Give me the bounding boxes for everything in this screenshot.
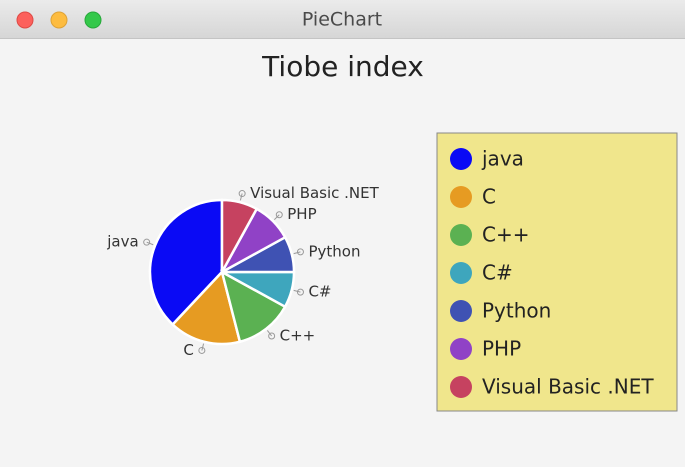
slice-label: java xyxy=(106,233,138,251)
legend-label: java xyxy=(481,147,524,171)
pie-slice xyxy=(148,198,224,327)
label-marker xyxy=(268,332,276,340)
label-line xyxy=(239,193,243,201)
pie-slice xyxy=(220,198,259,273)
legend-swatch xyxy=(450,262,472,284)
slice-label: C# xyxy=(308,283,331,301)
slice-label: PHP xyxy=(287,205,316,223)
slice-label: Python xyxy=(308,242,360,260)
legend-label: C# xyxy=(482,261,513,285)
legend-label: C++ xyxy=(482,223,529,247)
window-title: PieChart xyxy=(302,9,382,31)
legend-swatch xyxy=(450,338,472,360)
title-bar xyxy=(0,0,685,38)
label-marker xyxy=(198,346,206,354)
label-line xyxy=(201,343,205,351)
pie-slice xyxy=(170,269,242,346)
legend-swatch xyxy=(450,300,472,322)
legend-label: Python xyxy=(482,299,551,323)
legend-swatch xyxy=(450,186,472,208)
minimize-button[interactable] xyxy=(50,11,68,29)
label-line xyxy=(293,251,301,255)
legend-label: Visual Basic .NET xyxy=(482,375,654,399)
pie: java C C++ C# Python PHP Visual Basic .NET xyxy=(106,184,379,359)
label-marker xyxy=(296,288,304,296)
close-button[interactable] xyxy=(16,11,34,29)
label-line xyxy=(266,330,273,337)
label-marker xyxy=(296,248,304,256)
legend: java C C++ C# Python PHP Visual Basic .NET xyxy=(450,147,654,399)
chart-title: Tiobe index xyxy=(261,50,424,83)
slice-label: Visual Basic .NET xyxy=(250,184,379,202)
label-marker xyxy=(275,211,283,219)
label-marker xyxy=(238,190,246,198)
label-line xyxy=(293,289,301,293)
slice-label: C++ xyxy=(280,327,316,345)
label-marker xyxy=(143,238,151,246)
legend-label: PHP xyxy=(482,337,521,361)
zoom-button[interactable] xyxy=(84,11,102,29)
legend-swatch xyxy=(450,148,472,170)
legend-swatch xyxy=(450,224,472,246)
legend-label: C xyxy=(482,185,496,209)
legend-box xyxy=(436,132,678,412)
slice-label: C xyxy=(183,341,193,359)
legend-swatch xyxy=(450,376,472,398)
